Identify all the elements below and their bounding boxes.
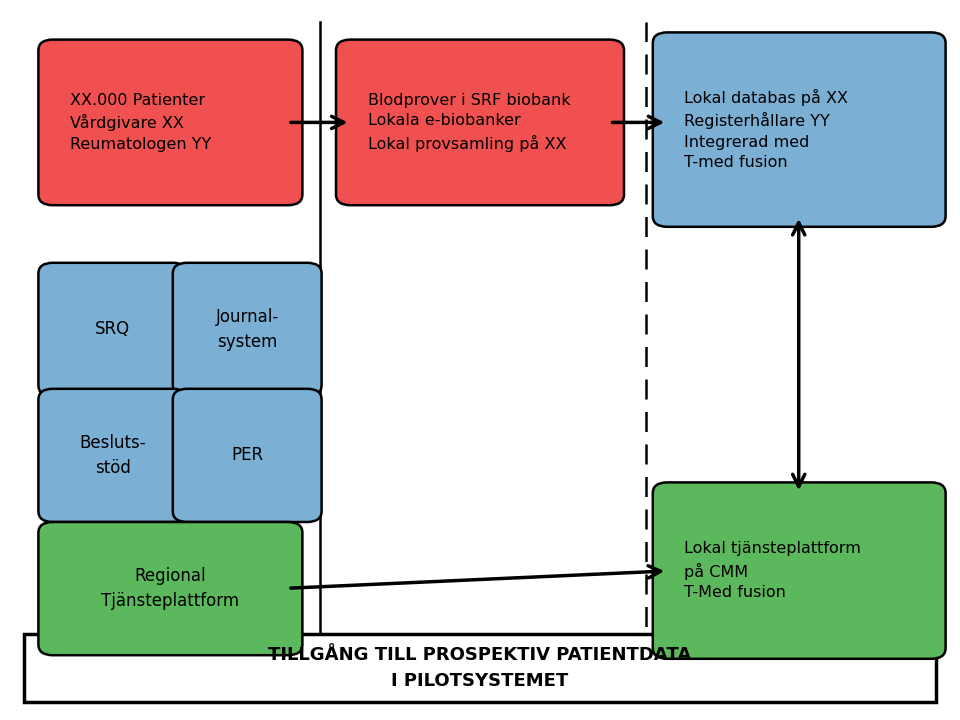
Text: Lokal databas på XX
Registerhållare YY
Integrerad med
T-med fusion: Lokal databas på XX Registerhållare YY I… [684,89,849,170]
FancyBboxPatch shape [38,389,187,522]
Text: XX.000 Patienter
Vårdgivare XX
Reumatologen YY: XX.000 Patienter Vårdgivare XX Reumatolo… [70,93,211,152]
FancyBboxPatch shape [173,389,322,522]
Text: TILLGÅNG TILL PROSPEKTIV PATIENTDATA
I PILOTSYSTEMET: TILLGÅNG TILL PROSPEKTIV PATIENTDATA I P… [269,646,691,690]
Text: PER: PER [231,446,263,464]
FancyBboxPatch shape [24,634,936,702]
FancyBboxPatch shape [653,32,946,227]
FancyBboxPatch shape [38,263,187,396]
FancyBboxPatch shape [173,263,322,396]
FancyBboxPatch shape [38,522,302,655]
Text: Journal-
system: Journal- system [216,308,278,351]
FancyBboxPatch shape [653,482,946,659]
Text: Lokal tjänsteplattform
på CMM
T-Med fusion: Lokal tjänsteplattform på CMM T-Med fusi… [684,541,861,600]
Text: SRQ: SRQ [95,320,131,338]
Text: Blodprover i SRF biobank
Lokala e-biobanker
Lokal provsamling på XX: Blodprover i SRF biobank Lokala e-bioban… [368,93,570,152]
Text: Besluts-
stöd: Besluts- stöd [80,434,146,477]
FancyBboxPatch shape [336,40,624,205]
Text: Regional
Tjänsteplattform: Regional Tjänsteplattform [102,567,239,610]
FancyBboxPatch shape [38,40,302,205]
